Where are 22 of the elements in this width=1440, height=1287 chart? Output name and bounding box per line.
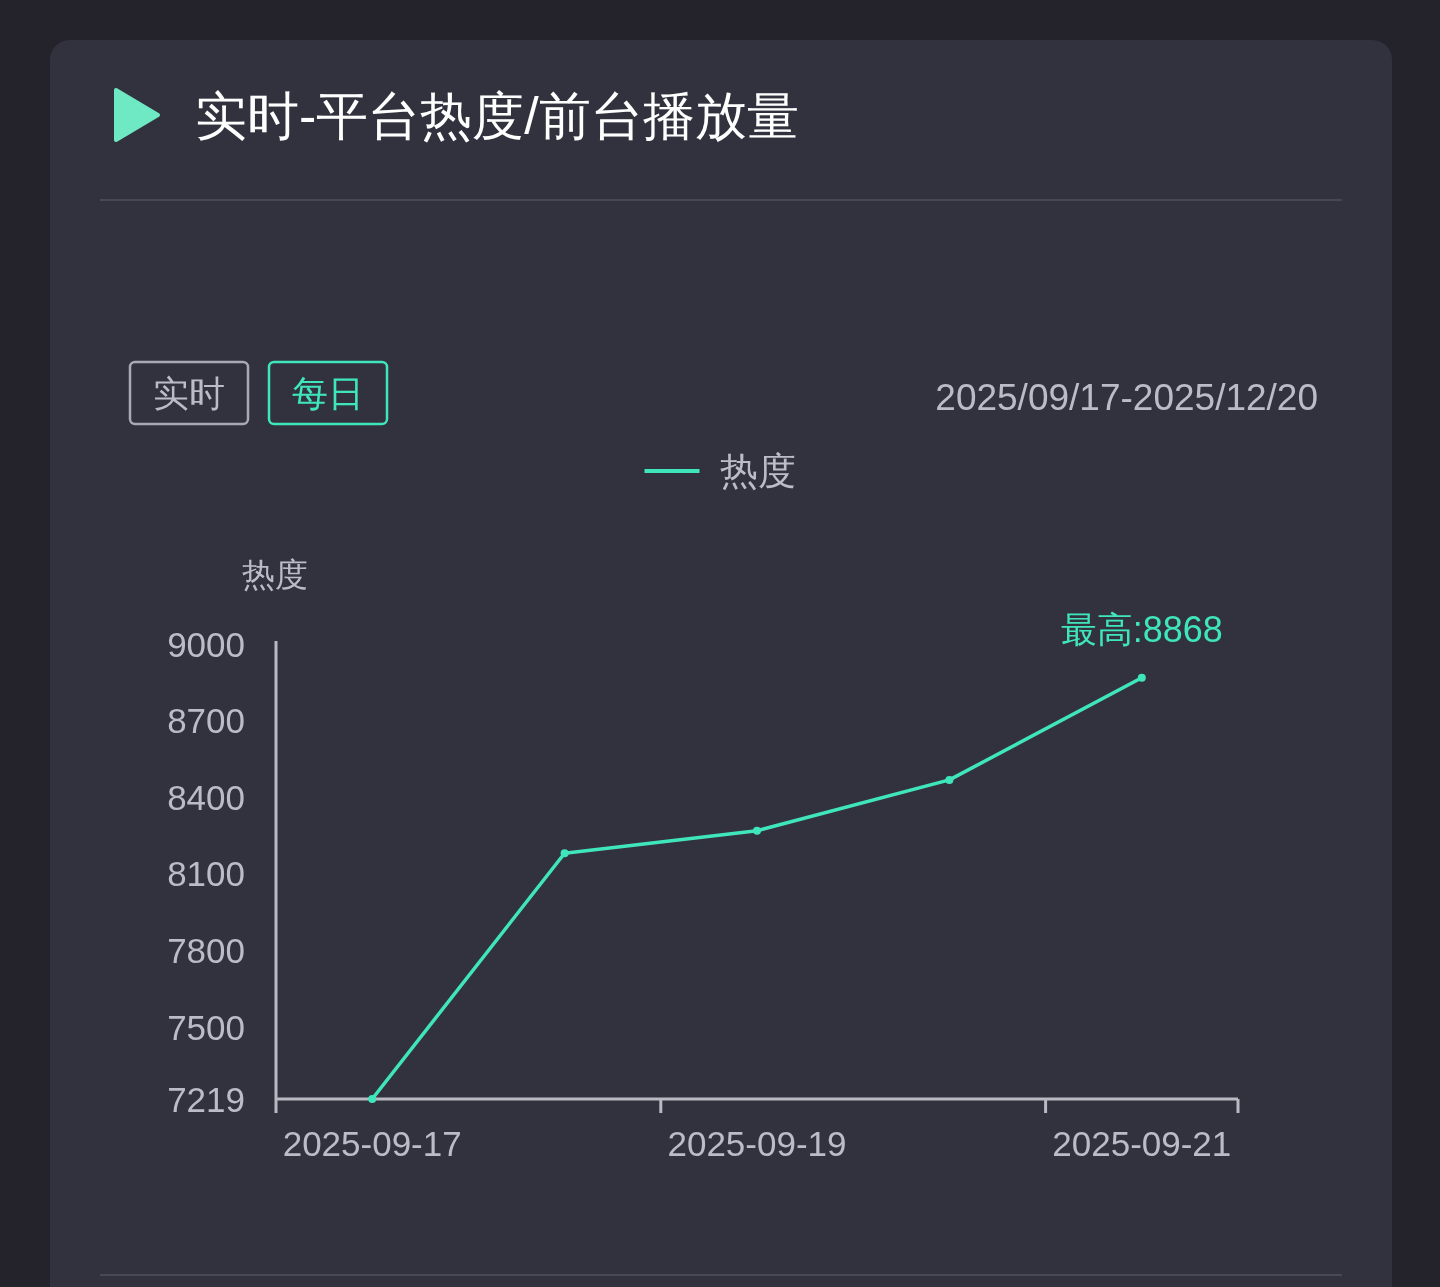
y-tick-label: 8400 [167, 777, 245, 817]
point [1137, 673, 1146, 682]
y-tick-label: 7500 [167, 1007, 245, 1047]
y-tick-label: 7800 [167, 931, 245, 971]
y-tick-label: 8100 [167, 854, 245, 894]
point [368, 1095, 377, 1103]
x-tick-label: 2025-09-17 [282, 1124, 462, 1163]
chart-title: 实时-平台热度/前台播放量 [195, 87, 799, 145]
y-tick-label: 7219 [167, 1079, 245, 1119]
y-tick-label: 9000 [167, 624, 245, 664]
y-tick-label: 8700 [167, 701, 245, 741]
point [753, 826, 761, 835]
text: 实时 [153, 372, 225, 414]
annotation: 最高:8868 [1060, 608, 1223, 650]
x-tick-label: 2025-09-19 [667, 1124, 847, 1163]
chart-subtitle: 2025/09/17-2025/12/20 [935, 377, 1318, 418]
y-axis-title: 热度 [242, 556, 308, 593]
legend-label: 热度 [719, 450, 796, 492]
point [560, 849, 569, 858]
point [945, 775, 954, 784]
text: 每日 [292, 372, 364, 414]
x-tick-label: 2025-09-21 [1052, 1124, 1232, 1163]
